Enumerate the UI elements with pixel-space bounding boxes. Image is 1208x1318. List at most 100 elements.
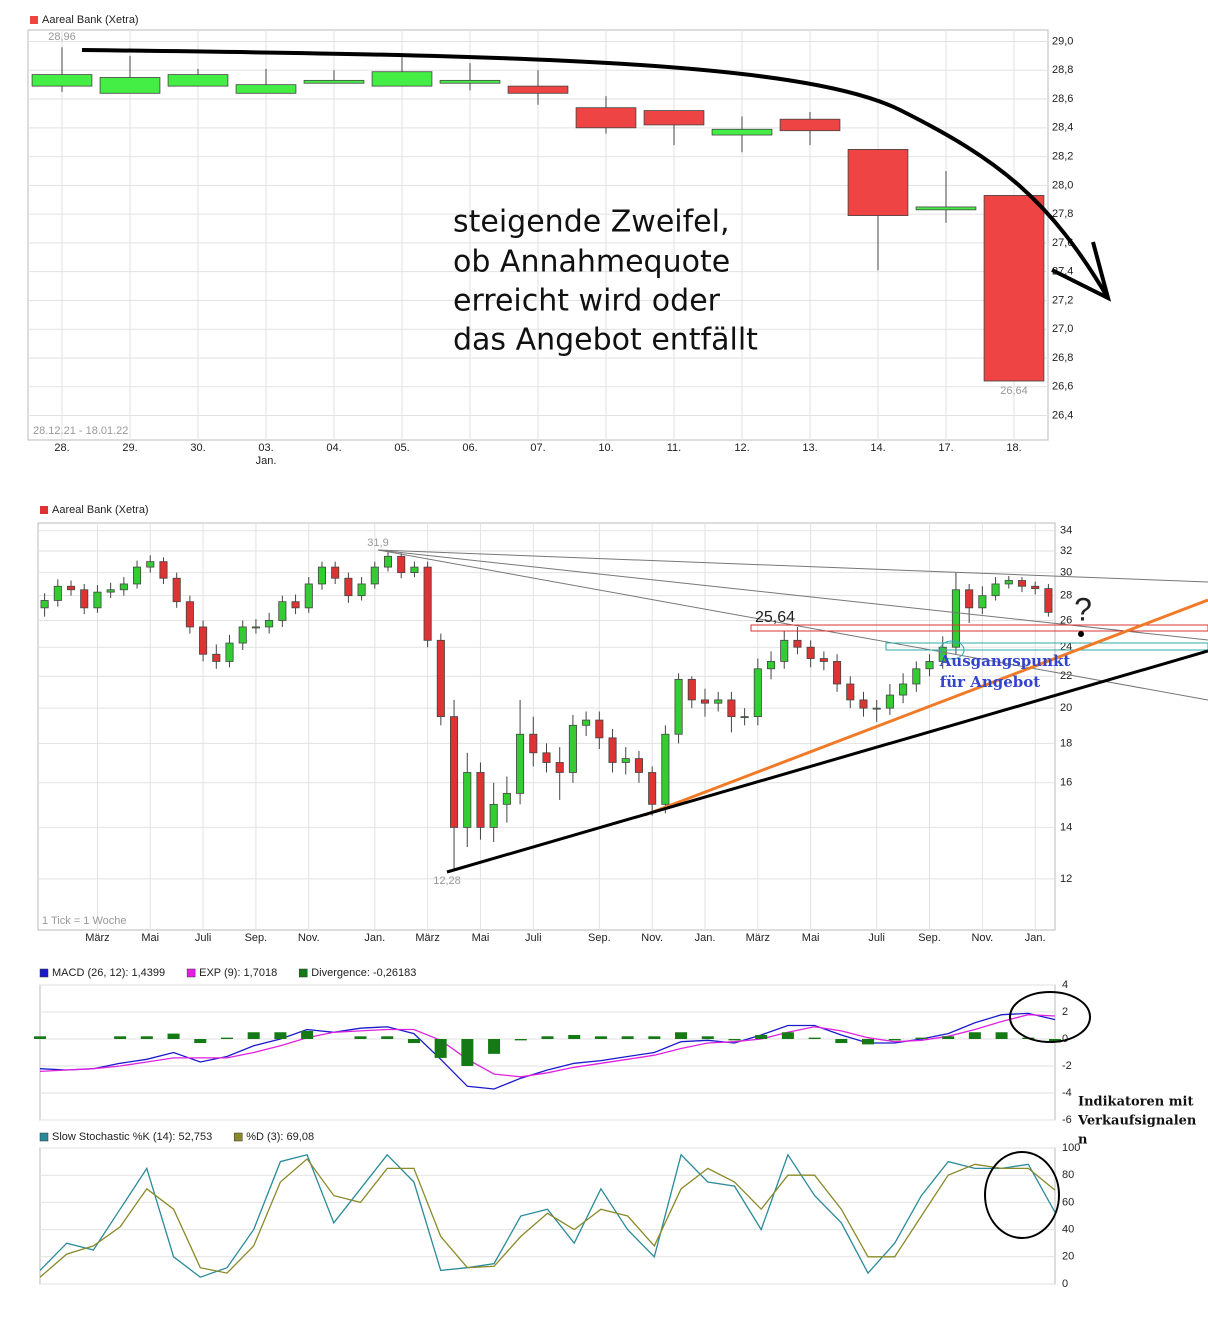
candle-body	[1031, 585, 1040, 589]
low-label: 12,28	[433, 875, 461, 887]
annotation-line: Indikatoren mit	[1078, 1095, 1193, 1110]
x-tick-label: Sep.	[245, 932, 268, 944]
candle-body	[1017, 580, 1027, 587]
y-tick-label: 28,8	[1052, 64, 1073, 76]
support-line	[644, 598, 1208, 817]
divergence-bar	[835, 1039, 848, 1044]
y-tick-label: 60	[1062, 1196, 1074, 1208]
divergence-bar	[942, 1036, 955, 1039]
candle-body	[212, 653, 221, 662]
candle-body	[106, 589, 115, 593]
candle-body	[912, 668, 921, 685]
candle-body	[99, 77, 161, 94]
divergence-bar	[675, 1032, 688, 1039]
y-tick-label: -4	[1062, 1087, 1072, 1099]
note-line: steigende Zweifel,	[453, 205, 730, 240]
note-line: ob Annahmequote	[453, 245, 730, 280]
annotation-line: Verkaufsignalen	[1077, 1114, 1197, 1129]
divergence-bar	[194, 1039, 207, 1044]
candle-body	[648, 772, 657, 805]
candle-body	[344, 577, 353, 597]
candle-body	[172, 577, 181, 603]
y-tick-label: 28,2	[1052, 151, 1073, 163]
x-tick-label: Jan.	[695, 932, 716, 944]
candle-body	[991, 583, 1000, 597]
y-tick-label: 28,4	[1052, 122, 1073, 134]
legend-swatch	[233, 1132, 243, 1142]
candle-body	[93, 591, 102, 609]
divergence-bar	[781, 1032, 794, 1039]
candle-body	[304, 583, 313, 609]
candle-body	[938, 646, 947, 662]
x-tick-label: Nov.	[641, 932, 663, 944]
candle-body	[133, 566, 142, 585]
trend-arrow	[81, 48, 1110, 300]
candle-body	[700, 699, 710, 704]
y-tick-label: 4	[1062, 979, 1068, 991]
legend-swatch	[30, 16, 38, 24]
divergence-bar	[728, 1039, 741, 1041]
y-tick-label: 0	[1062, 1033, 1068, 1045]
divergence-bar	[33, 1036, 47, 1039]
divergence-bar	[301, 1030, 314, 1039]
divergence-bar	[274, 1032, 287, 1039]
x-tick-label: Sep.	[918, 932, 941, 944]
x-tick-label: 11.	[667, 442, 681, 454]
candle-body	[780, 639, 789, 662]
y-tick-label: 26,4	[1052, 409, 1073, 421]
y-tick-label: 14	[1060, 821, 1072, 833]
y-tick-label: 26,8	[1052, 352, 1073, 364]
divergence-bar	[514, 1039, 527, 1041]
legend-label: %D (3): 69,08	[246, 1131, 314, 1143]
low-label: 26,64	[1000, 385, 1028, 397]
divergence-bar	[541, 1036, 554, 1039]
divergence-bar	[1048, 1039, 1062, 1043]
y-tick-label: 40	[1062, 1224, 1074, 1236]
candle-body	[235, 84, 297, 94]
candle-body	[793, 639, 802, 648]
legend-swatch	[40, 506, 48, 514]
support-line	[446, 649, 1208, 874]
candle-body	[66, 585, 76, 591]
candle-body	[568, 724, 577, 773]
tick-note: 1 Tick = 1 Woche	[42, 915, 126, 927]
y-tick-label: 18	[1060, 737, 1072, 749]
candle-body	[740, 716, 749, 719]
candle-body	[674, 678, 683, 735]
x-tick-label: 28.	[54, 442, 69, 454]
candle-body	[1044, 588, 1053, 613]
candle-body	[291, 601, 300, 609]
x-tick-label: 18.	[1006, 442, 1021, 454]
candle-body	[1004, 580, 1013, 585]
candle-body	[753, 668, 762, 718]
dot	[1078, 631, 1084, 637]
y-tick-label: 12	[1060, 873, 1072, 885]
divergence-bar	[915, 1037, 928, 1039]
divergence-bar	[434, 1039, 447, 1058]
candle-body	[767, 661, 776, 670]
divergence-bar	[568, 1034, 581, 1039]
y-tick-label: 26,6	[1052, 381, 1073, 393]
divergence-bar	[888, 1039, 901, 1041]
x-tick-label: Juli	[868, 932, 885, 944]
marker-circle	[939, 640, 965, 660]
divergence-bar	[461, 1039, 474, 1066]
y-tick-label: 29,0	[1052, 35, 1073, 47]
y-tick-label: 27,0	[1052, 323, 1073, 335]
candle-body	[397, 555, 406, 574]
candle-body	[643, 110, 705, 126]
candle-body	[489, 803, 498, 828]
y-tick-label: 16	[1060, 777, 1072, 789]
candle-body	[846, 683, 855, 701]
candle-body	[595, 719, 604, 739]
candle-body	[278, 601, 287, 621]
candle-body	[383, 555, 393, 568]
candle-body	[53, 585, 62, 601]
divergence-bar	[808, 1037, 821, 1039]
candle-body	[357, 583, 366, 597]
candle-body	[450, 716, 459, 828]
divergence-bar	[114, 1036, 127, 1039]
candle-body	[303, 79, 365, 84]
x-tick-label: 17.	[938, 442, 953, 454]
divergence-bar	[701, 1036, 714, 1039]
